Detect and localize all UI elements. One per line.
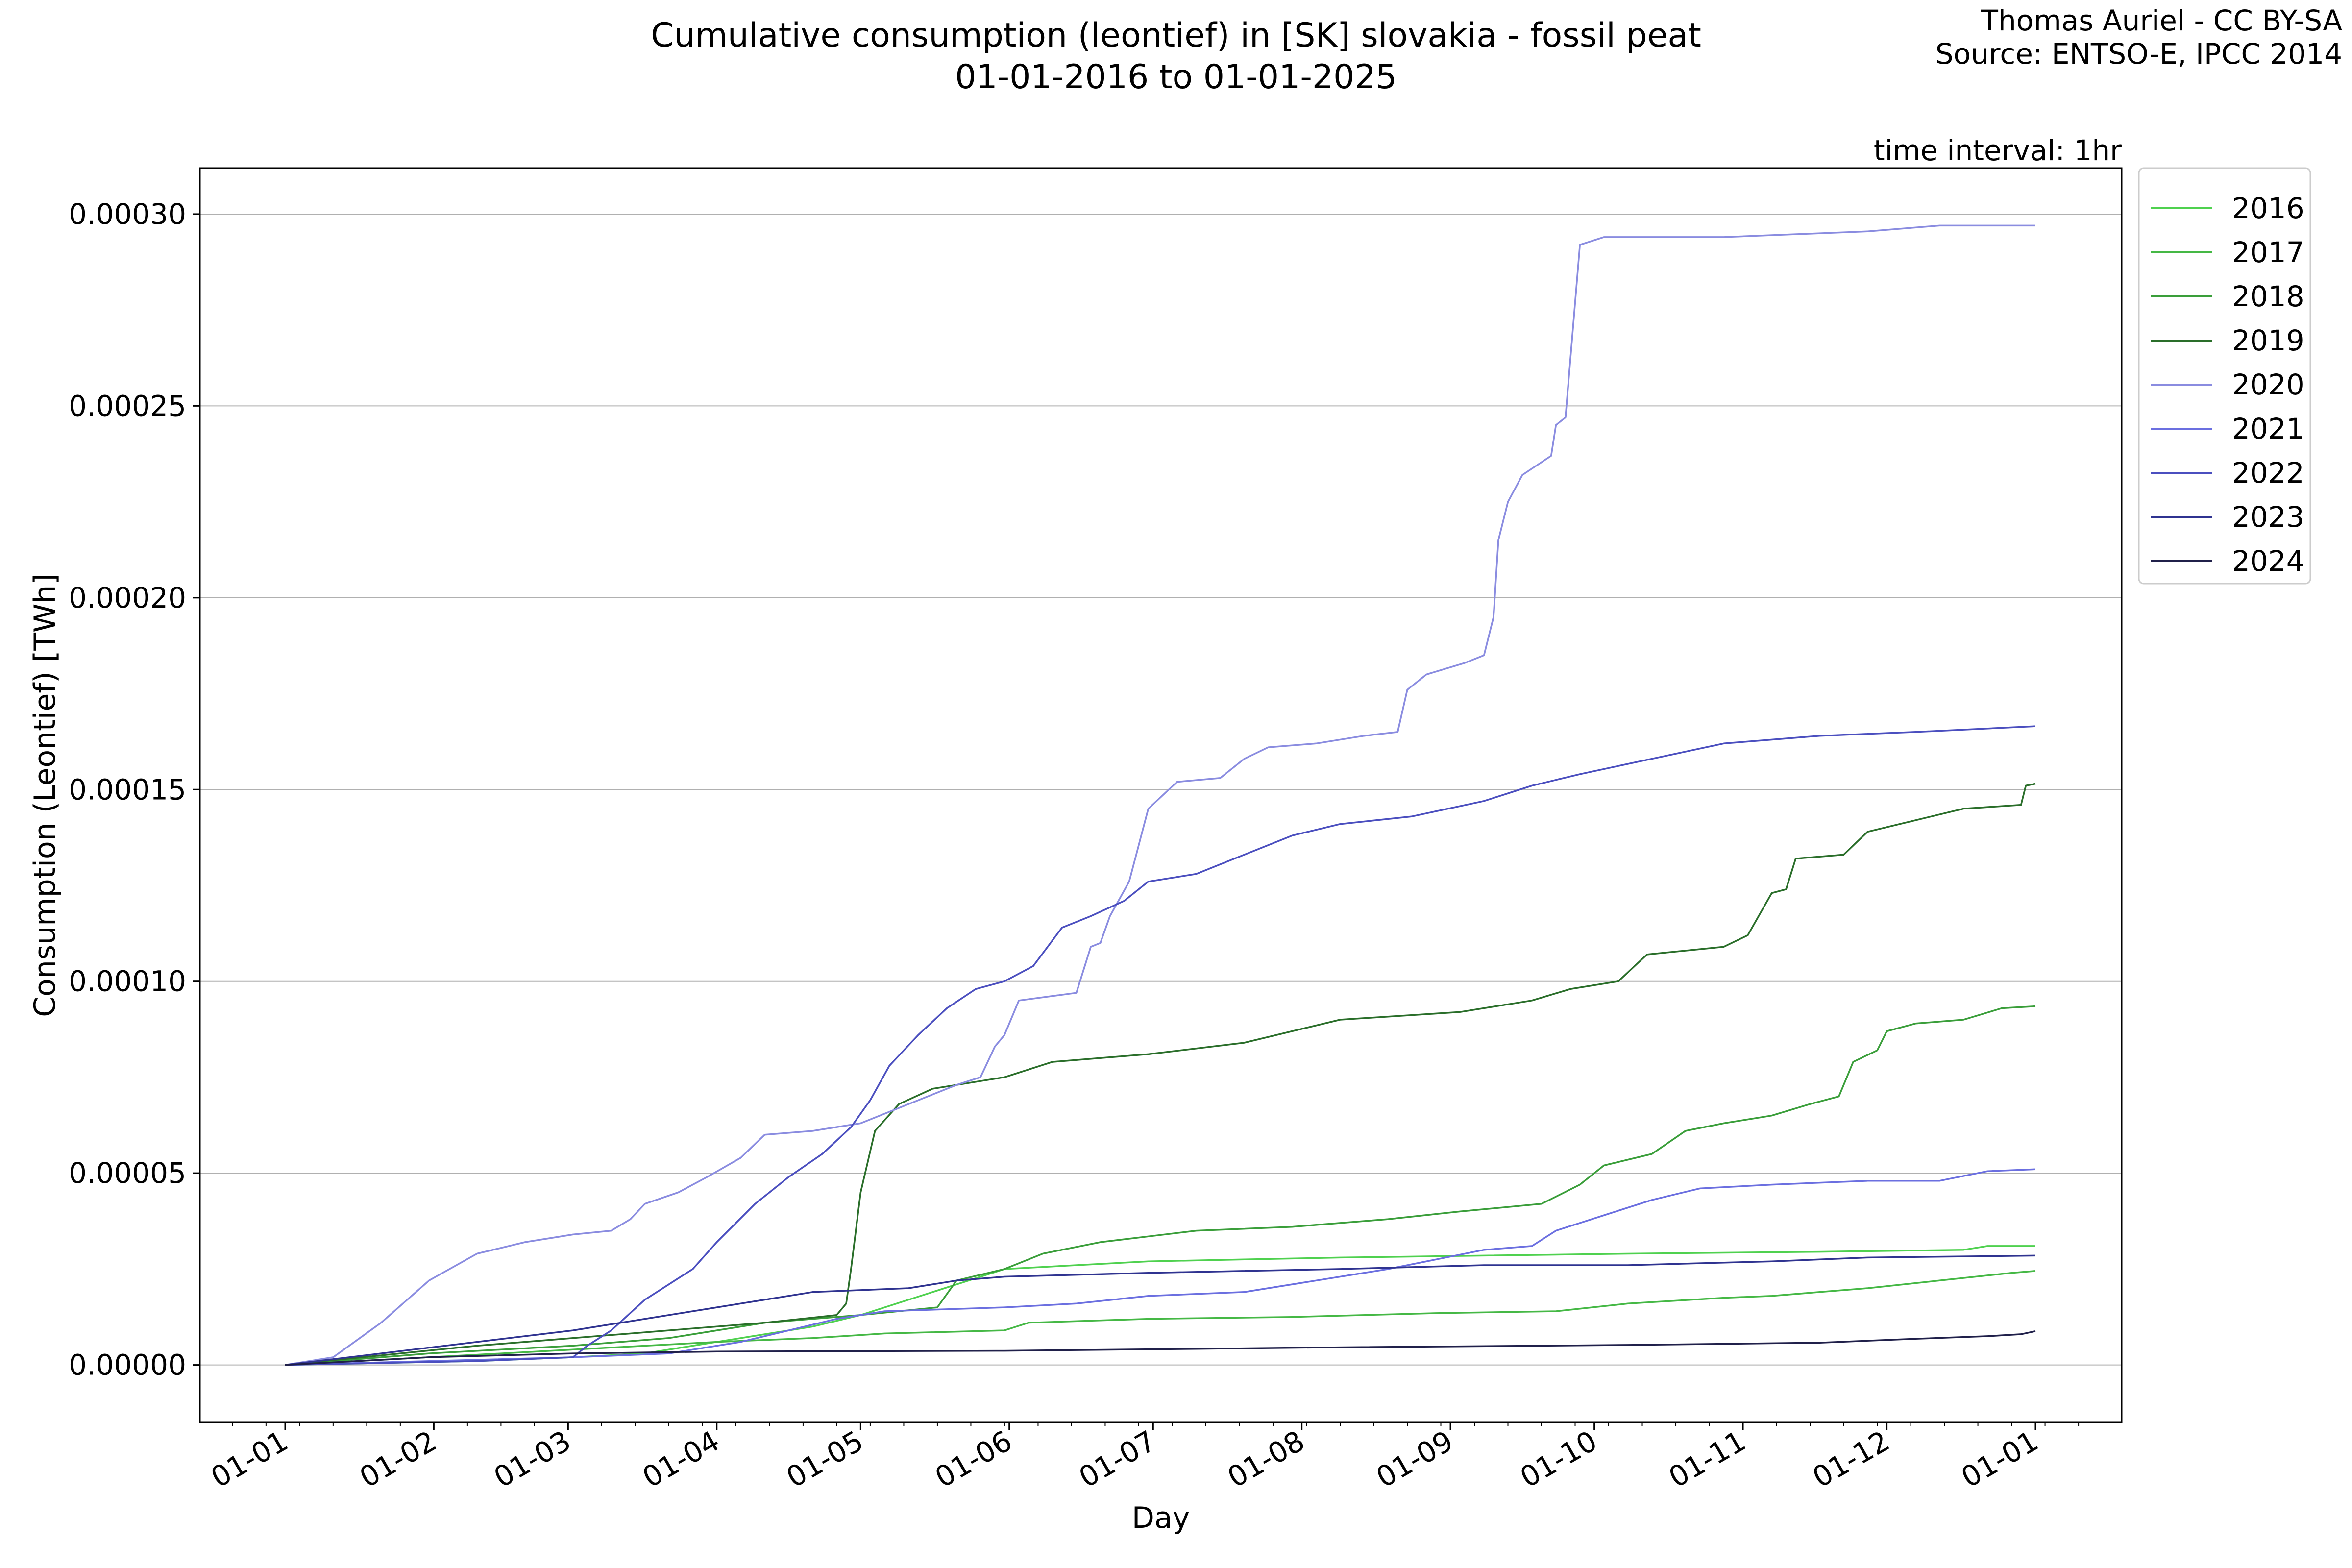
legend: 2016 2017 2018 2019 2020 2021 2022 2023 2024 (2138, 167, 2311, 585)
credit-author: Thomas Auriel - CC BY-SA (1981, 4, 2343, 37)
x-tick-label: 01-11 (1663, 1424, 1751, 1494)
x-tick-label: 01-07 (1073, 1424, 1161, 1494)
x-tick-label: 01-04 (637, 1424, 725, 1494)
x-tick-label: 01-01 (1956, 1424, 2044, 1494)
x-tick-label: 01-03 (488, 1424, 576, 1494)
y-tick-label: 0.00005 (69, 1156, 186, 1190)
legend-label-2019: 2019 (2232, 324, 2304, 357)
time-interval-label: time interval: 1hr (1874, 134, 2122, 167)
chart-title-line2: 01-01-2016 to 01-01-2025 (955, 58, 1397, 97)
legend-label-2020: 2020 (2232, 368, 2304, 401)
legend-label-2016: 2016 (2232, 192, 2304, 225)
plot-frame (199, 167, 2123, 1423)
x-tick-label: 01-12 (1807, 1424, 1895, 1494)
y-axis-label: Consumption (Leontief) [TWh] (28, 573, 62, 1017)
y-tick-label: 0.00015 (69, 773, 186, 806)
x-tick-label: 01-06 (930, 1424, 1018, 1494)
series-line-2019 (285, 783, 2036, 1366)
series-line-2023 (285, 1254, 2036, 1366)
credit-source: Source: ENTSO-E, IPCC 2014 (1936, 37, 2342, 71)
x-tick-label: 01-09 (1371, 1424, 1459, 1494)
y-tick-label: 0.00030 (69, 197, 186, 231)
series-line-2021 (285, 1168, 2036, 1366)
x-tick-label: 01-02 (354, 1424, 442, 1494)
series-lines (285, 224, 2036, 1366)
legend-label-2021: 2021 (2232, 412, 2304, 445)
series-line-2022 (285, 725, 2036, 1366)
grid-lines (200, 213, 2122, 1366)
x-tick-label: 01-08 (1222, 1424, 1310, 1494)
legend-label-2018: 2018 (2232, 280, 2304, 313)
series-line-2024 (285, 1330, 2036, 1366)
series-line-2020 (285, 224, 2035, 1366)
legend-frame (2138, 167, 2311, 585)
y-tick-label: 0.00020 (69, 581, 186, 614)
legend-label-2022: 2022 (2232, 456, 2304, 490)
series-line-2017 (285, 1270, 2036, 1366)
y-tick-label: 0.00010 (69, 965, 186, 998)
axis-ticks: 0.00000 0.00005 0.00010 0.00015 0.00020 0.000… (69, 197, 2080, 1494)
legend-label-2024: 2024 (2232, 544, 2304, 578)
chart-title-line1: Cumulative consumption (leontief) in [SK… (651, 16, 1701, 55)
x-tick-label: 01-10 (1515, 1424, 1603, 1494)
y-tick-label: 0.00025 (69, 389, 186, 422)
x-tick-label: 01-01 (205, 1424, 294, 1494)
series-line-2018 (285, 1005, 2036, 1366)
x-tick-label: 01-05 (781, 1424, 869, 1494)
legend-label-2017: 2017 (2232, 236, 2304, 269)
x-axis-label: Day (1132, 1501, 1190, 1535)
y-tick-label: 0.00000 (69, 1348, 186, 1382)
legend-label-2023: 2023 (2232, 500, 2304, 534)
